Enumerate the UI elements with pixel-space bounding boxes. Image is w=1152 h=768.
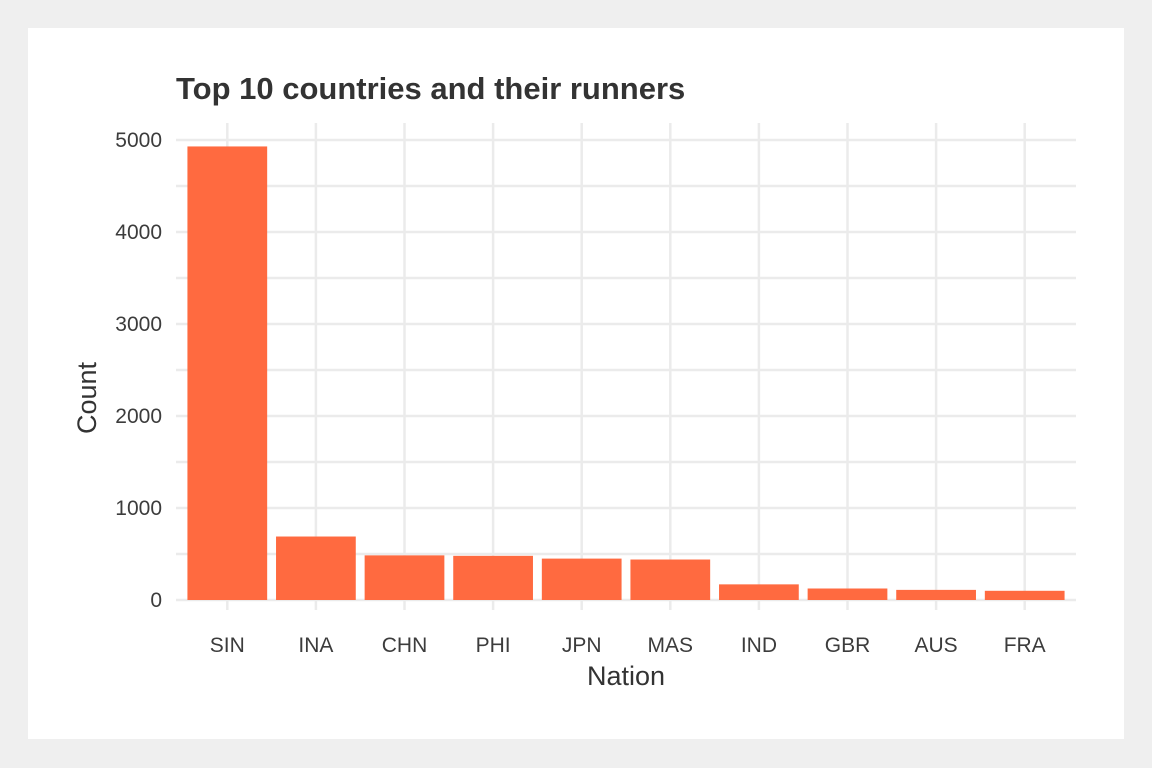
x-tick-label: GBR	[825, 634, 871, 657]
y-tick-label: 0	[150, 589, 162, 612]
x-axis-ticks: SIN INA CHN PHI JPN MAS IND GBR AUS FRA	[210, 634, 1046, 657]
y-tick-label: 1000	[115, 497, 162, 520]
bars	[187, 146, 1065, 600]
bar-chn	[364, 555, 445, 600]
x-tick-label: CHN	[382, 634, 428, 657]
y-tick-label: 3000	[115, 313, 162, 336]
chart-card: Top 10 countries and their runners 0 1000…	[28, 28, 1124, 739]
y-tick-label: 4000	[115, 221, 162, 244]
x-tick-label: AUS	[915, 634, 958, 657]
x-axis-title: Nation	[587, 661, 665, 691]
bar-phi	[453, 555, 533, 600]
bar-gbr	[807, 588, 888, 600]
bar-jpn	[541, 558, 622, 600]
y-tick-label: 5000	[115, 129, 162, 152]
bar-fra	[984, 590, 1065, 600]
y-tick-label: 2000	[115, 405, 162, 428]
x-tick-label: IND	[741, 634, 777, 657]
y-axis-ticks: 0 1000 2000 3000 4000 5000	[115, 129, 162, 612]
bar-ina	[276, 536, 356, 600]
x-tick-label: MAS	[648, 634, 694, 657]
bar-sin	[187, 146, 268, 600]
y-axis-title: Count	[72, 361, 102, 434]
bar-ind	[719, 584, 799, 600]
x-tick-label: FRA	[1004, 634, 1046, 657]
x-tick-label: PHI	[476, 634, 511, 657]
bar-mas	[630, 559, 711, 600]
x-tick-label: INA	[298, 634, 333, 657]
bar-chart: Top 10 countries and their runners 0 1000…	[72, 71, 1076, 691]
bar-aus	[896, 589, 976, 600]
x-tick-label: JPN	[562, 634, 602, 657]
chart-title: Top 10 countries and their runners	[176, 71, 685, 106]
x-tick-label: SIN	[210, 634, 245, 657]
